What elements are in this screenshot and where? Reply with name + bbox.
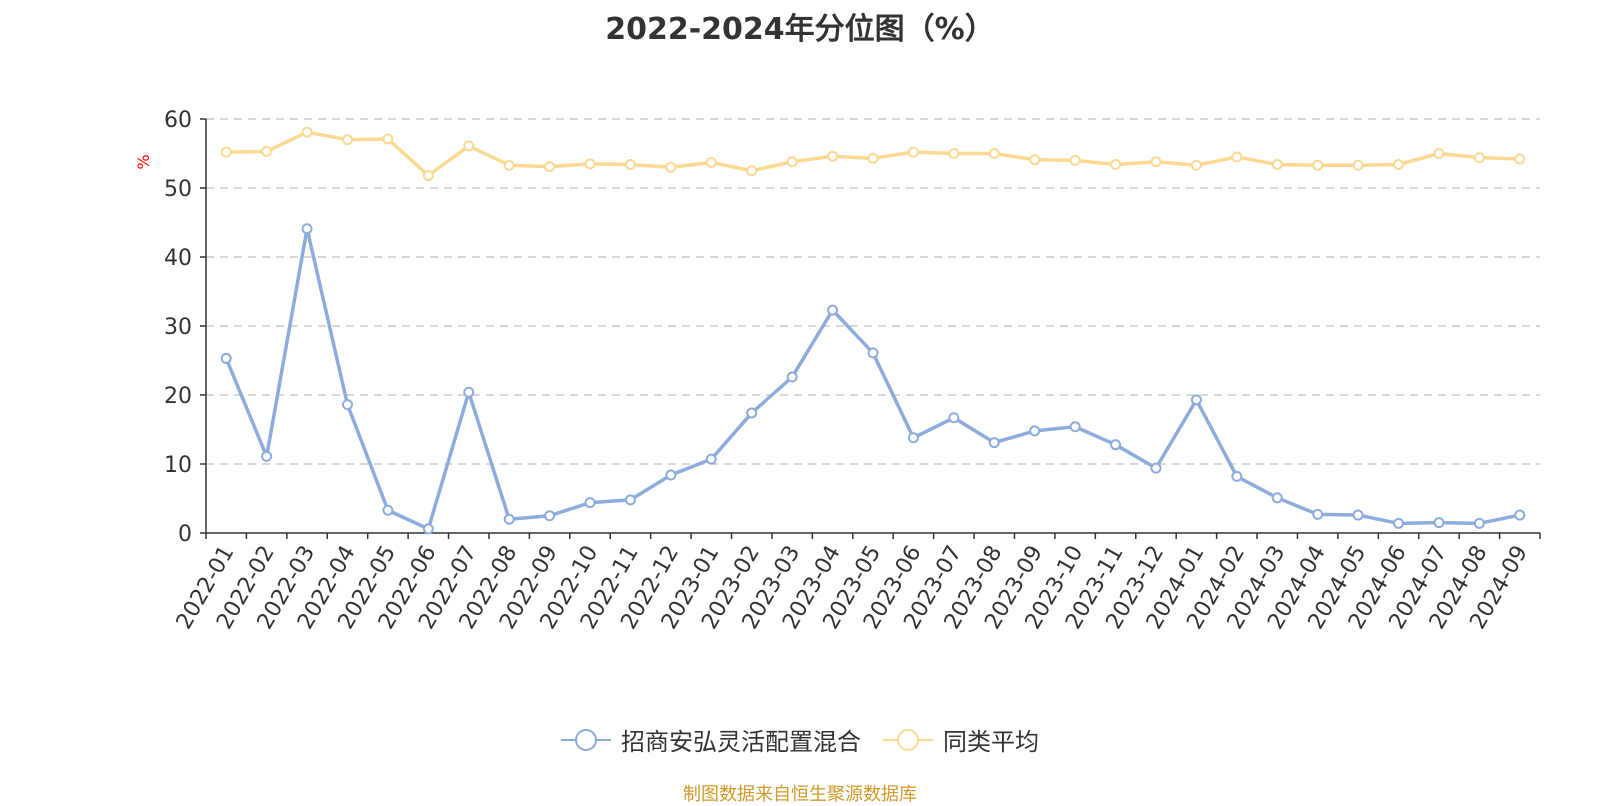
- y-tick-label-20: 20: [164, 384, 192, 409]
- point-fund-2022-01: [220, 352, 232, 364]
- point-avg-2022-05: [382, 133, 394, 145]
- legend-avg-label: 同类平均: [943, 728, 1039, 756]
- point-fund-2022-04: [341, 399, 353, 411]
- point-avg-2022-07: [463, 140, 475, 152]
- point-avg-2022-03: [301, 126, 313, 138]
- point-fund-2022-12: [665, 469, 677, 481]
- point-fund-2023-01: [705, 453, 717, 465]
- point-avg-2022-09: [544, 161, 556, 173]
- point-fund-2023-04: [827, 304, 839, 316]
- point-avg-2022-02: [261, 145, 273, 157]
- legend-item-avg[interactable]: 同类平均: [883, 722, 1039, 757]
- point-avg-2024-06: [1393, 159, 1405, 171]
- point-avg-2023-04: [827, 150, 839, 162]
- point-avg-2023-08: [988, 148, 1000, 159]
- point-fund-2024-07: [1433, 517, 1445, 529]
- y-tick-label-10: 10: [164, 453, 192, 478]
- legend-fund-label: 招商安弘灵活配置混合: [621, 728, 861, 756]
- point-fund-2022-03: [301, 223, 313, 235]
- point-fund-2023-07: [948, 412, 960, 424]
- point-avg-2024-02: [1231, 151, 1243, 163]
- point-fund-2022-05: [382, 504, 394, 516]
- point-fund-2022-09: [544, 510, 556, 522]
- legend-item-fund[interactable]: 招商安弘灵活配置混合: [561, 722, 861, 757]
- point-fund-2022-08: [503, 513, 515, 525]
- point-avg-2022-06: [422, 170, 434, 182]
- point-avg-2024-04: [1312, 159, 1324, 171]
- legend-avg-marker-icon: [883, 728, 933, 751]
- point-fund-2023-02: [746, 407, 758, 419]
- chart-title: 2022-2024年分位图（%）: [605, 12, 995, 47]
- point-fund-2023-05: [867, 347, 879, 359]
- point-fund-2023-10: [1069, 421, 1081, 433]
- point-fund-2022-06: [422, 523, 434, 535]
- y-tick-label-60: 60: [164, 108, 192, 133]
- point-avg-2022-10: [584, 158, 596, 170]
- point-avg-2023-09: [1029, 154, 1041, 166]
- point-avg-2024-01: [1190, 159, 1202, 171]
- legend: 招商安弘灵活配置混合 同类平均: [0, 722, 1600, 757]
- y-axis-unit-label: %: [134, 154, 153, 169]
- series-line-fund: [224, 226, 1521, 531]
- point-avg-2022-08: [503, 159, 515, 171]
- point-avg-2022-12: [665, 161, 677, 173]
- point-avg-2023-01: [705, 156, 717, 168]
- point-avg-2023-02: [746, 165, 758, 177]
- point-avg-2024-09: [1514, 153, 1526, 165]
- point-fund-2024-09: [1514, 509, 1526, 521]
- point-fund-2022-11: [624, 494, 636, 506]
- data-source-note: 制图数据来自恒生聚源数据库: [683, 784, 917, 805]
- point-fund-2024-06: [1393, 517, 1405, 529]
- point-fund-2023-11: [1110, 439, 1122, 451]
- point-fund-2022-10: [584, 497, 596, 509]
- point-avg-2024-03: [1271, 159, 1283, 171]
- point-avg-2023-03: [786, 156, 798, 168]
- point-fund-2024-01: [1190, 394, 1202, 406]
- point-avg-2023-07: [948, 148, 960, 159]
- point-fund-2024-03: [1271, 492, 1283, 504]
- point-fund-2023-09: [1029, 425, 1041, 437]
- point-avg-2023-06: [907, 146, 919, 158]
- point-fund-2024-04: [1312, 508, 1324, 520]
- y-tick-label-30: 30: [164, 315, 192, 340]
- point-fund-2023-08: [988, 437, 1000, 449]
- point-fund-2023-12: [1150, 462, 1162, 474]
- y-tick-label-0: 0: [178, 522, 192, 547]
- point-fund-2022-02: [261, 450, 273, 462]
- y-tick-label-40: 40: [164, 246, 192, 271]
- legend-fund-marker-icon: [561, 728, 611, 751]
- y-tick-label-50: 50: [164, 177, 192, 202]
- point-fund-2022-07: [463, 386, 475, 398]
- point-fund-2024-02: [1231, 470, 1243, 482]
- point-avg-2022-11: [624, 159, 636, 171]
- point-avg-2022-01: [220, 146, 232, 158]
- point-fund-2023-06: [907, 432, 919, 444]
- point-avg-2023-11: [1110, 159, 1122, 171]
- point-avg-2024-07: [1433, 148, 1445, 159]
- point-fund-2023-03: [786, 371, 798, 383]
- point-avg-2023-12: [1150, 156, 1162, 168]
- point-avg-2024-08: [1473, 152, 1485, 164]
- point-avg-2024-05: [1352, 159, 1364, 171]
- point-avg-2023-10: [1069, 154, 1081, 166]
- point-avg-2022-04: [341, 134, 353, 146]
- point-fund-2024-08: [1473, 517, 1485, 529]
- point-avg-2023-05: [867, 152, 879, 164]
- point-fund-2024-05: [1352, 509, 1364, 521]
